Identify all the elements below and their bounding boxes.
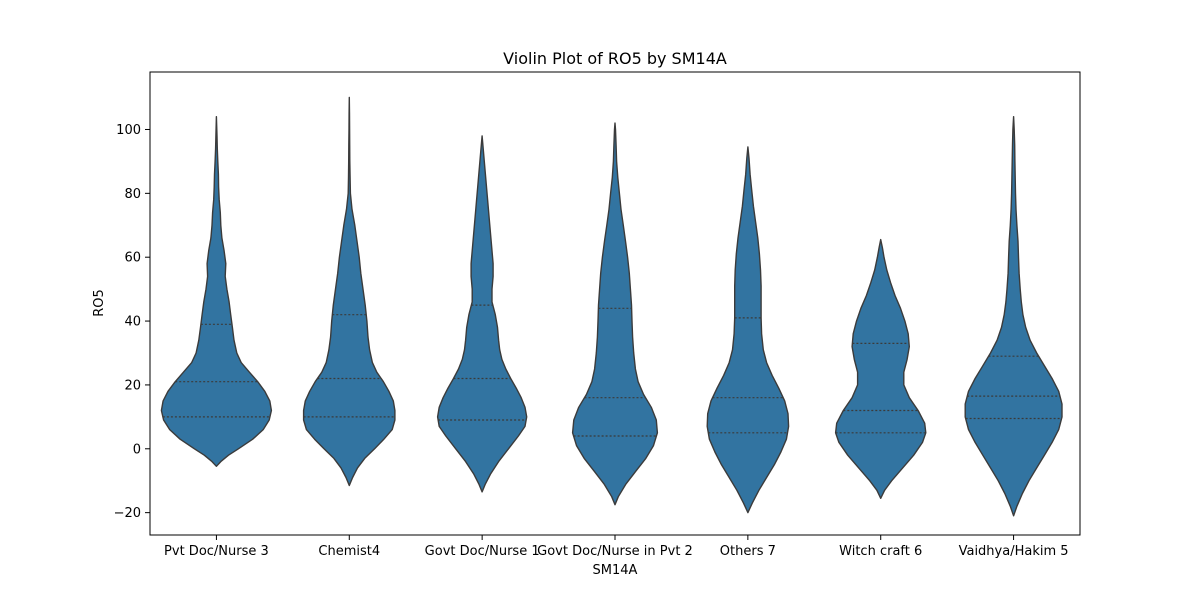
x-tick-label: Govt Doc/Nurse 1 bbox=[425, 544, 540, 559]
y-tick-label: 100 bbox=[116, 123, 141, 138]
violin-body bbox=[706, 146, 790, 514]
violin-body bbox=[834, 238, 927, 499]
y-axis: −20 0 20 40 60 80 100 bbox=[114, 123, 150, 521]
x-tick-label: Others 7 bbox=[720, 544, 776, 559]
y-tick-label: 40 bbox=[124, 315, 141, 330]
x-axis: Pvt Doc/Nurse 3 Chemist4 Govt Doc/Nurse 1G… bbox=[164, 535, 1069, 559]
y-tick-label: 80 bbox=[124, 187, 141, 202]
x-tick-label: Vaidhya/Hakim 5 bbox=[959, 544, 1069, 559]
y-axis-label: RO5 bbox=[92, 289, 107, 317]
y-tick-label: 0 bbox=[133, 442, 141, 457]
violin-body bbox=[302, 96, 396, 487]
chart-title: Violin Plot of RO5 by SM14A bbox=[503, 49, 727, 68]
x-axis-label: SM14A bbox=[593, 563, 638, 578]
violin-body bbox=[160, 116, 273, 467]
y-tick-label: 20 bbox=[124, 378, 141, 393]
violin-body bbox=[964, 116, 1063, 517]
x-tick-label: Govt Doc/Nurse in Pvt 2 bbox=[537, 544, 693, 559]
y-tick-label: 60 bbox=[124, 251, 141, 266]
x-tick-label: Pvt Doc/Nurse 3 bbox=[164, 544, 269, 559]
x-tick-label: Chemist4 bbox=[318, 544, 380, 559]
y-tick-label: −20 bbox=[114, 506, 141, 521]
violin-body bbox=[571, 122, 659, 506]
violins-group bbox=[160, 96, 1063, 517]
violin-body bbox=[436, 135, 528, 493]
x-tick-label: Witch craft 6 bbox=[839, 544, 922, 559]
